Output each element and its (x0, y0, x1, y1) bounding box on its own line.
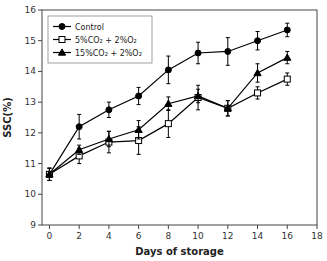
error-bar (196, 42, 200, 64)
point (76, 146, 83, 152)
point (194, 92, 201, 98)
error-bar (137, 87, 141, 104)
point (284, 76, 290, 82)
y-axis-label: SSC(%) (2, 97, 13, 137)
x-tick (198, 225, 199, 229)
x-tick-label: 18 (311, 231, 323, 241)
error-bar (256, 87, 260, 99)
legend-label: 15%CO₂ + 2%O₂ (75, 49, 142, 58)
chart-container: 0 2 4 6 8 10 12 14 16 18 9 10 11 12 13 14 15 16 Days of st… (0, 0, 327, 261)
point (165, 100, 172, 106)
point (105, 135, 112, 141)
error-bar (226, 38, 230, 66)
series (46, 51, 291, 180)
y-tick (38, 40, 42, 41)
point (76, 124, 82, 130)
y-tick (38, 194, 42, 195)
x-tick-label: 6 (136, 231, 142, 241)
point (284, 54, 291, 60)
point (136, 93, 142, 99)
legend-marker (58, 49, 65, 55)
y-tick-label: 15 (25, 36, 36, 46)
point (225, 48, 231, 54)
x-tick-label: 4 (106, 231, 112, 241)
x-tick-label: 12 (222, 231, 233, 241)
x-tick (138, 225, 139, 229)
legend-marker (59, 24, 65, 30)
error-bar (285, 73, 289, 85)
y-tick-label: 10 (25, 189, 37, 199)
x-tick (227, 225, 228, 229)
y-tick (38, 163, 42, 164)
x-axis-label: Days of storage (135, 246, 224, 257)
point (254, 69, 261, 75)
error-bar (285, 23, 289, 37)
series-line (49, 58, 287, 175)
point (255, 90, 261, 96)
y-tick-label: 9 (30, 220, 36, 230)
point (135, 126, 142, 132)
x-tick-label: 0 (47, 231, 53, 241)
legend-label: 5%CO₂ + 2%O₂ (75, 36, 137, 45)
y-tick-label: 16 (25, 5, 37, 15)
point (255, 38, 261, 44)
plot-frame (42, 10, 317, 225)
y-tick (38, 10, 42, 11)
point (284, 27, 290, 33)
legend-label: Control (75, 23, 104, 32)
point (165, 67, 171, 73)
y-tick (38, 102, 42, 103)
legend-box (48, 16, 152, 63)
y-tick-label: 13 (25, 97, 36, 107)
point (195, 50, 201, 56)
x-tick-label: 14 (252, 231, 264, 241)
y-tick-label: 11 (25, 159, 36, 169)
y-tick (38, 225, 42, 226)
x-tick (108, 225, 109, 229)
y-tick-label: 12 (25, 128, 36, 138)
x-tick (287, 225, 288, 229)
x-tick (257, 225, 258, 229)
x-tick-label: 8 (165, 231, 171, 241)
error-bar (166, 110, 170, 138)
x-tick (317, 225, 318, 229)
point (46, 171, 53, 177)
point (165, 121, 171, 127)
x-tick-label: 16 (282, 231, 294, 241)
x-tick (49, 225, 50, 229)
point (224, 105, 231, 111)
legend: Control 5%CO₂ + 2%O₂ 15%CO₂ + 2%O₂ (48, 16, 152, 63)
error-bar (107, 102, 111, 117)
error-bar (77, 114, 81, 139)
y-tick (38, 132, 42, 133)
x-tick-label: 2 (76, 231, 82, 241)
series-line (49, 79, 287, 174)
x-tick (168, 225, 169, 229)
series-line (49, 30, 287, 174)
x-tick (79, 225, 80, 229)
y-tick-label: 14 (25, 66, 37, 76)
error-bar (166, 56, 170, 84)
legend-marker (59, 37, 65, 43)
chart: 0 2 4 6 8 10 12 14 16 18 9 10 11 12 13 14 15 16 Days of st… (0, 0, 327, 261)
y-tick (38, 71, 42, 72)
point (106, 107, 112, 113)
x-tick-label: 10 (192, 231, 204, 241)
series (46, 73, 290, 180)
